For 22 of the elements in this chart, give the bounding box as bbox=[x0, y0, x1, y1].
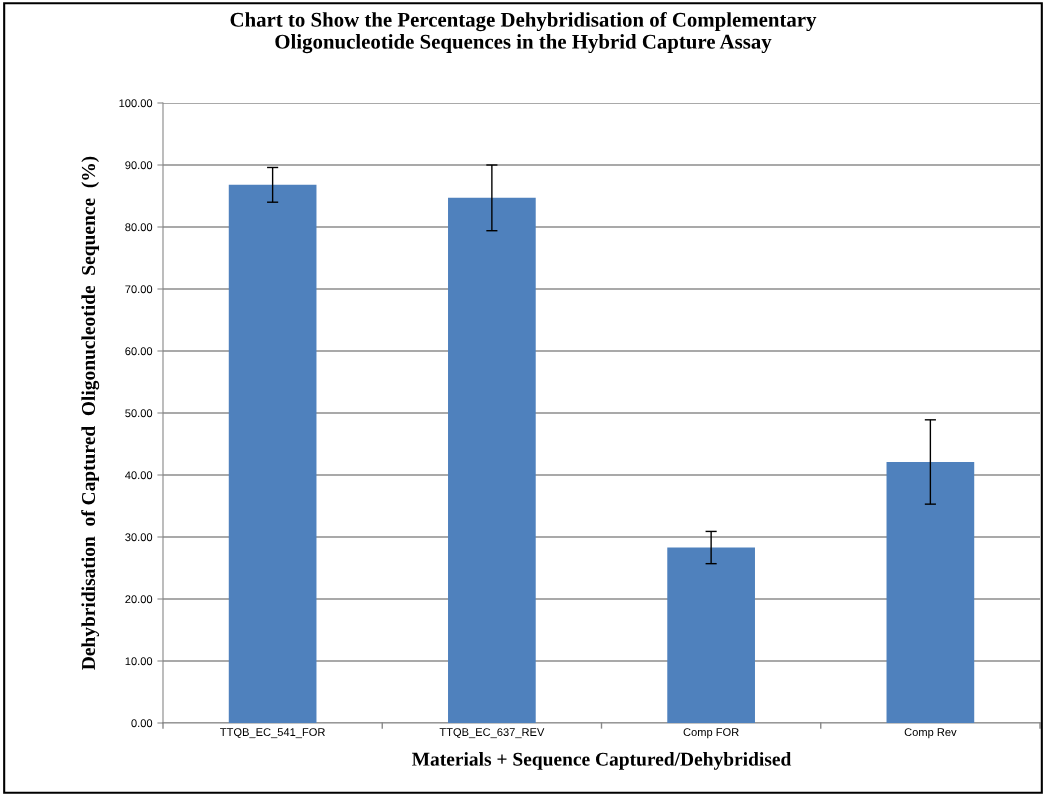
y-tick-label: 60.00 bbox=[125, 347, 153, 356]
x-tick-label: Comp Rev bbox=[904, 728, 957, 739]
y-tick-label: 70.00 bbox=[125, 285, 153, 294]
y-tick-label: 40.00 bbox=[125, 471, 153, 480]
x-tick-label: Comp FOR bbox=[683, 728, 739, 739]
x-axis-title: Materials + Sequence Captured/Dehybridised bbox=[412, 752, 792, 770]
y-tick-label: 10.00 bbox=[125, 657, 153, 666]
y-axis-title: Dehybridisation of Captured Oligonucleotide Sequence (%) bbox=[81, 156, 100, 670]
bar bbox=[448, 197, 536, 723]
y-tick-label: 80.00 bbox=[125, 223, 153, 232]
bar bbox=[228, 184, 317, 723]
y-tick-label: 0.00 bbox=[131, 719, 153, 728]
chart-title: Chart to Show the Percentage Dehybridisation of Complementary Oligonucleotide Sequences in the Hybrid Capture Assay bbox=[230, 11, 817, 54]
x-tick-label: TTQB_EC_541_FOR bbox=[220, 728, 325, 739]
y-tick-label: 90.00 bbox=[125, 161, 153, 170]
bar bbox=[667, 547, 755, 723]
y-tick-label: 100.00 bbox=[119, 99, 153, 108]
y-tick-label: 50.00 bbox=[125, 409, 153, 418]
y-tick-label: 20.00 bbox=[125, 595, 153, 604]
y-tick-label: 30.00 bbox=[125, 533, 153, 542]
bar bbox=[886, 461, 975, 723]
x-tick-label: TTQB_EC_637_REV bbox=[439, 728, 545, 739]
